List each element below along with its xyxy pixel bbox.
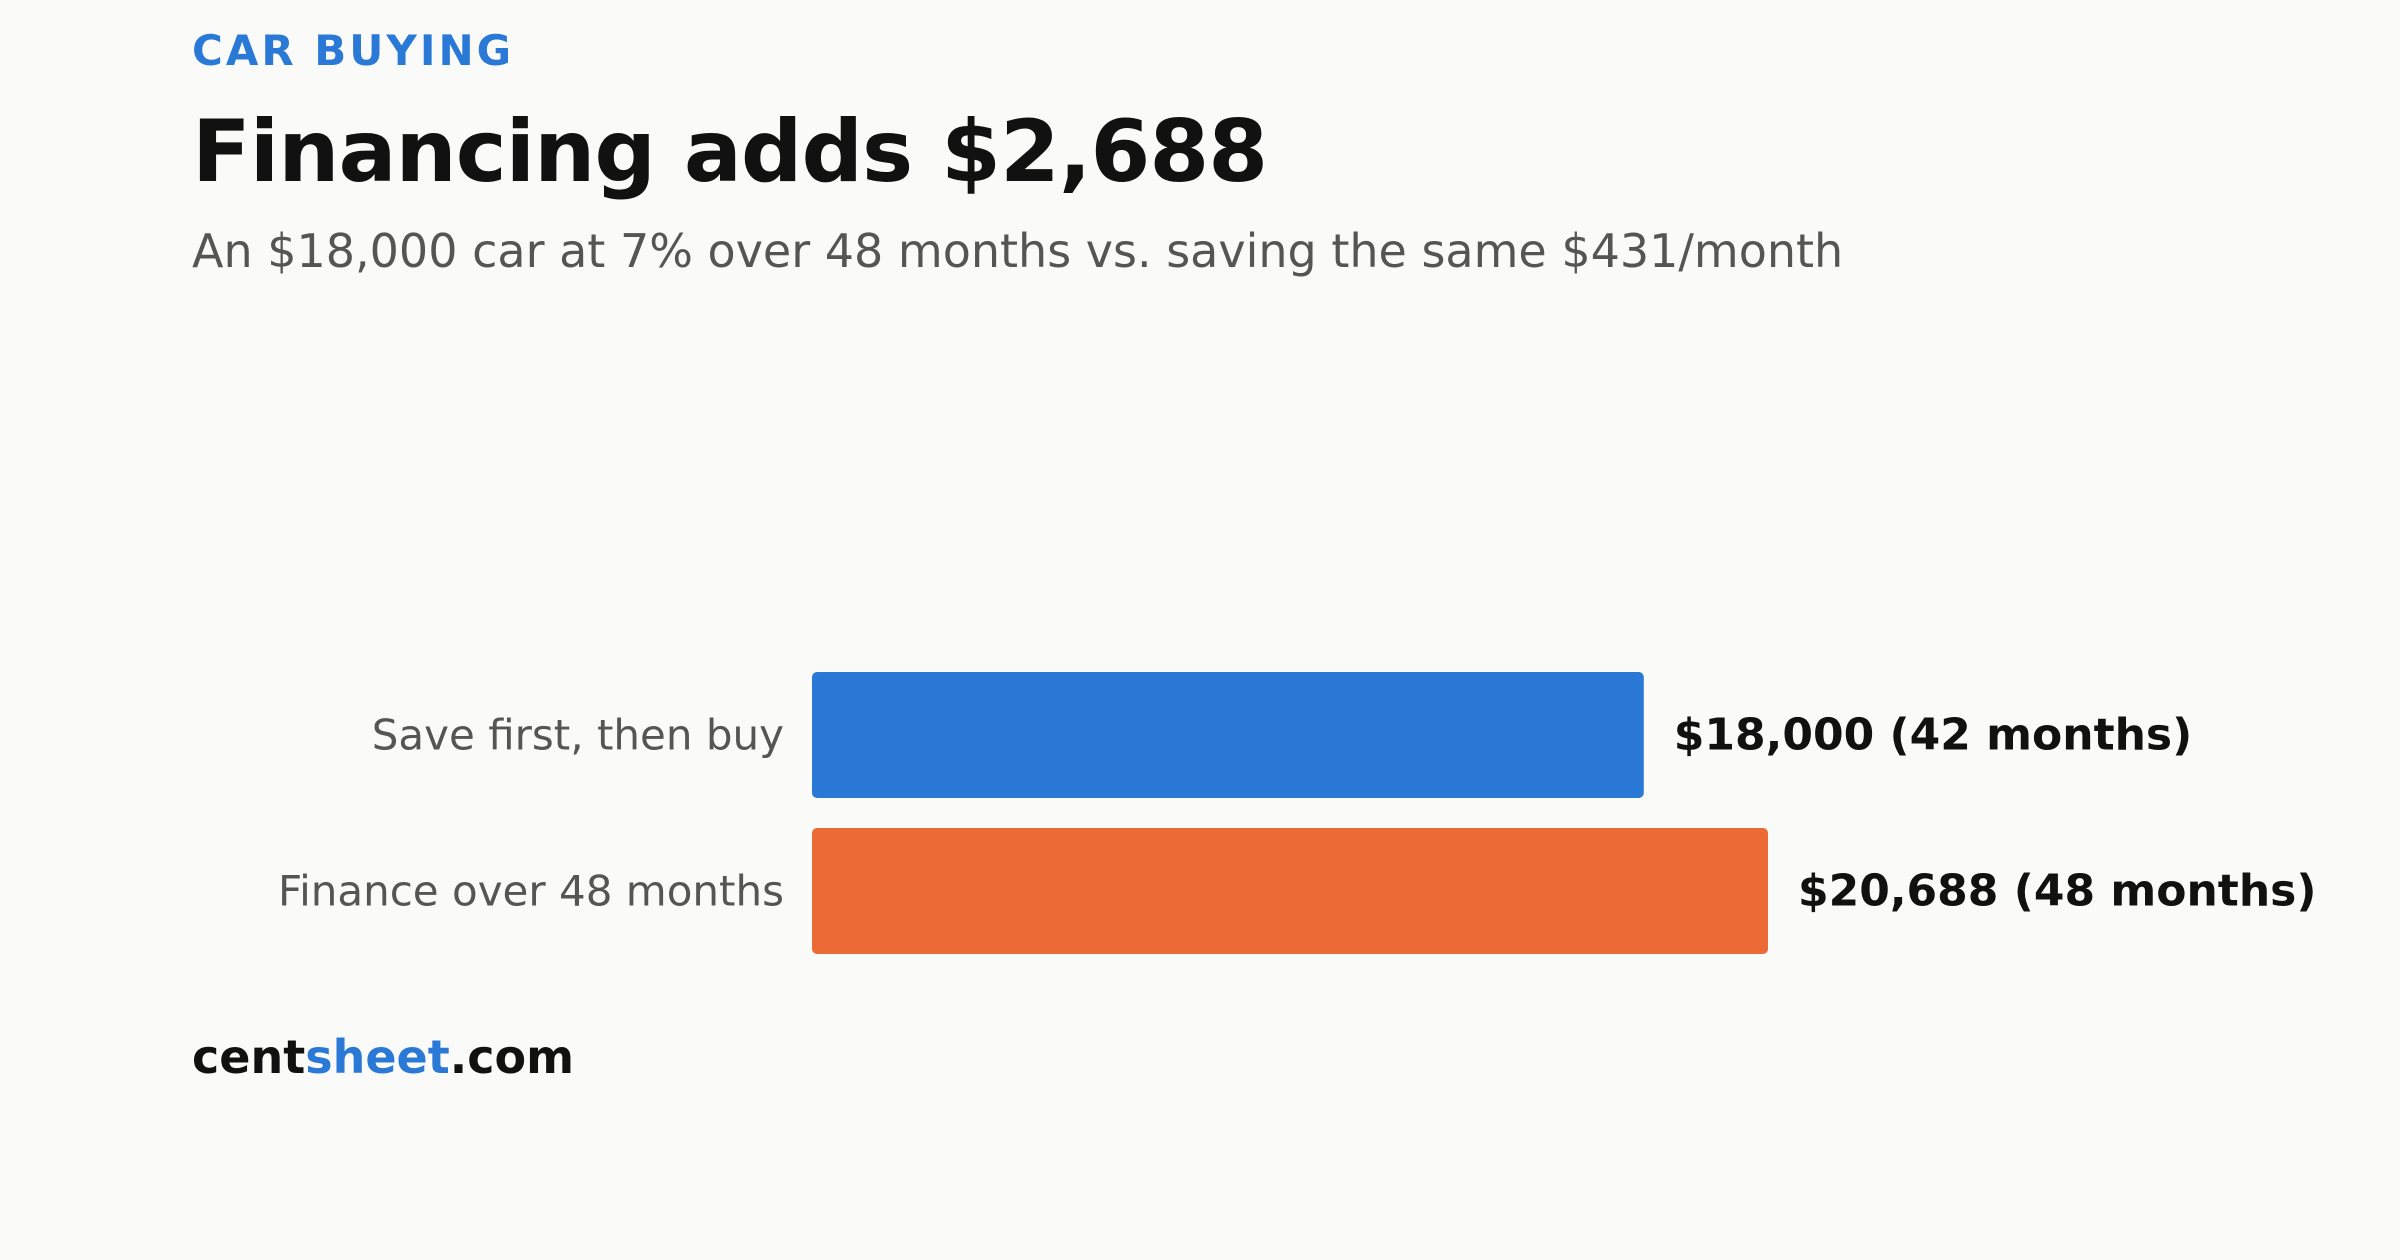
brand-part-cent: cent	[192, 1030, 306, 1084]
chart-subtitle: An $18,000 car at 7% over 48 months vs. …	[192, 224, 1844, 278]
bar-2	[812, 828, 1768, 954]
brand-part-sheet: sheet	[305, 1030, 450, 1084]
bar-1	[812, 672, 1644, 798]
chart-title: Financing adds $2,688	[192, 102, 1268, 202]
brand-logo: centsheet.com	[192, 1030, 574, 1084]
value-label-2: $20,688 (48 months)	[1798, 866, 2316, 917]
category-label: CAR BUYING	[192, 26, 515, 75]
brand-part-com: .com	[449, 1030, 574, 1084]
category-label-1: Save first, then buy	[372, 711, 784, 760]
category-label-2: Finance over 48 months	[278, 867, 784, 916]
bar-chart: Save first, then buy $18,000 (42 months) F…	[278, 672, 2316, 954]
value-label-1: $18,000 (42 months)	[1674, 710, 2192, 761]
